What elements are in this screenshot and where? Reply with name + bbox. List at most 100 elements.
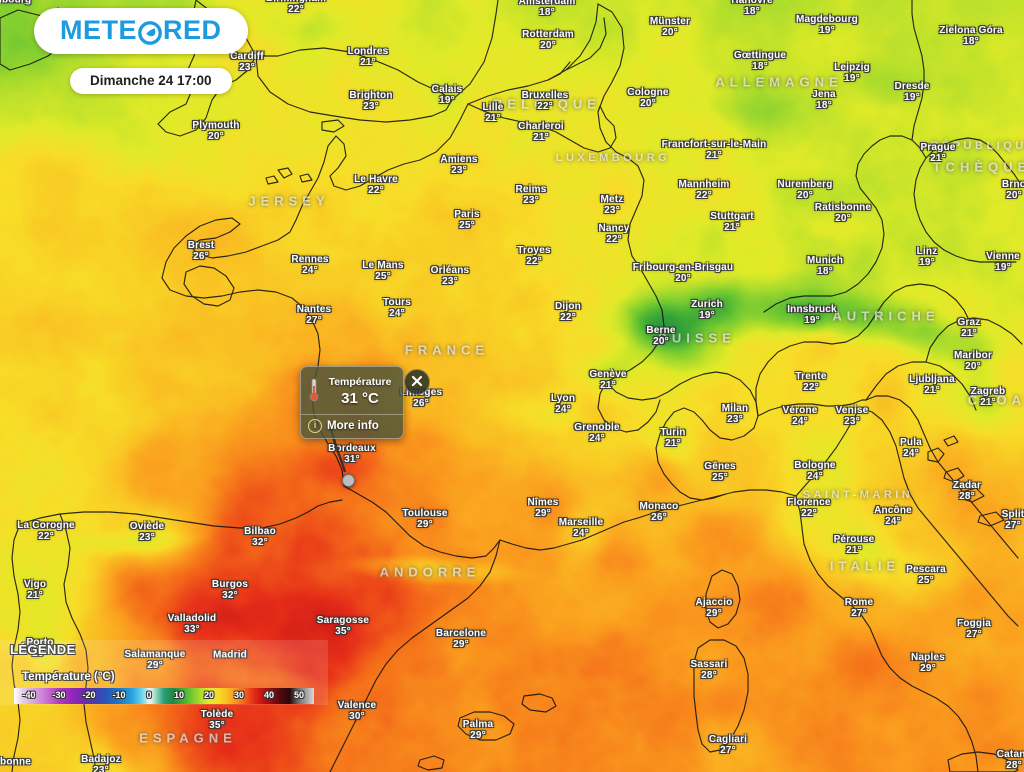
location-dot-icon[interactable] <box>342 474 355 487</box>
city-label[interactable]: Orléans 23° <box>431 265 470 287</box>
city-label[interactable]: Rennes 24° <box>291 254 328 276</box>
city-label[interactable]: Stuttgart 21° <box>710 211 753 233</box>
city-label[interactable]: Munich 18° <box>807 255 843 277</box>
city-label[interactable]: Nuremberg 20° <box>777 179 832 201</box>
city-label[interactable]: Pula 24° <box>900 437 922 459</box>
city-label[interactable]: Francfort-sur-le-Main 21° <box>662 139 767 161</box>
meteored-logo[interactable]: METE RED <box>34 8 248 54</box>
city-label[interactable]: Amiens 23° <box>440 154 477 176</box>
city-label[interactable]: Brighton 23° <box>349 90 392 112</box>
city-label[interactable]: Valence 30° <box>338 700 377 722</box>
city-label[interactable]: Catane28° <box>997 749 1024 771</box>
city-label[interactable]: Lyon 24° <box>551 393 575 415</box>
city-label[interactable]: Hanovre 18° <box>731 0 772 17</box>
city-label[interactable]: Charleroi 21° <box>518 121 564 143</box>
city-label[interactable]: Split 27° <box>1002 509 1024 531</box>
city-label[interactable]: Milan 23° <box>722 403 749 425</box>
city-label[interactable]: Le Havre 22° <box>354 174 398 196</box>
city-label[interactable]: Turin 21° <box>660 427 685 449</box>
city-label[interactable]: Reims 23° <box>515 184 546 206</box>
city-label[interactable]: Plymouth 20° <box>192 120 239 142</box>
city-label[interactable]: Sassari 28° <box>691 659 728 681</box>
city-label[interactable]: Mannheim 22° <box>678 179 729 201</box>
datetime-pill[interactable]: Dimanche 24 17:00 <box>70 68 232 94</box>
city-label[interactable]: Graz 21° <box>957 317 980 339</box>
city-label[interactable]: Palma 29° <box>463 719 493 741</box>
city-label[interactable]: Genève 21° <box>589 369 626 391</box>
city-label[interactable]: Badajoz 23° <box>81 754 121 772</box>
city-label[interactable]: Marseille 24° <box>559 517 604 539</box>
city-label[interactable]: Vigo 21° <box>24 579 46 601</box>
city-label[interactable]: Nantes 27° <box>297 304 332 326</box>
city-label[interactable]: Amsterdam 18° <box>519 0 576 18</box>
city-label[interactable]: Fribourg-en-Brisgau 20° <box>633 262 733 284</box>
city-label[interactable]: Dijon 22° <box>555 301 581 323</box>
city-label[interactable]: Ancône 24° <box>874 505 912 527</box>
city-label[interactable]: Monaco 26° <box>640 501 679 523</box>
more-info-button[interactable]: i More info <box>301 415 403 438</box>
city-label[interactable]: Ratisbonne 20° <box>815 202 871 224</box>
city-label[interactable]: Valladolid 33° <box>168 613 217 635</box>
city-label[interactable]: Metz 23° <box>600 194 623 216</box>
city-label[interactable]: Tours 24° <box>383 297 411 319</box>
city-label[interactable]: La Corogne 22° <box>17 520 75 542</box>
city-label[interactable]: Jena 18° <box>812 89 836 111</box>
city-label[interactable]: Brno 20° <box>1002 179 1024 201</box>
city-label[interactable]: Paris 25° <box>454 209 479 231</box>
city-label[interactable]: Rome 27° <box>845 597 874 619</box>
city-label[interactable]: Birmingham22° <box>266 0 326 15</box>
city-label[interactable]: Bilbao 32° <box>244 526 276 548</box>
city-label[interactable]: Prague 21° <box>920 142 955 164</box>
city-label[interactable]: Nancy 22° <box>598 223 629 245</box>
city-label[interactable]: Londres 21° <box>348 46 389 68</box>
city-label[interactable]: Gênes 25° <box>704 461 736 483</box>
city-label[interactable]: Zagreb 21° <box>971 386 1006 408</box>
city-label[interactable]: Maribor 20° <box>954 350 992 372</box>
city-label[interactable]: Brest 26° <box>188 240 215 262</box>
city-label[interactable]: Linz 19° <box>917 246 938 268</box>
city-label[interactable]: Bordeaux 31° <box>328 443 376 465</box>
city-label[interactable]: Zadar 28° <box>953 480 981 502</box>
city-label[interactable]: Grenoble 24° <box>574 422 620 444</box>
city-label[interactable]: Cardiff 23° <box>230 51 264 73</box>
city-label[interactable]: Magdebourg 19° <box>796 14 858 36</box>
city-label[interactable]: Foggia 27° <box>957 618 991 640</box>
city-label[interactable]: Tolède 35° <box>201 709 234 731</box>
city-label[interactable]: Lisbonne <box>0 757 31 768</box>
city-label[interactable]: Naples 29° <box>911 652 945 674</box>
city-label[interactable]: Vienne 19° <box>986 251 1020 273</box>
city-label[interactable]: Florence 22° <box>787 497 830 519</box>
city-label[interactable]: Burgos 32° <box>212 579 248 601</box>
city-label[interactable]: Bruxelles 22° <box>522 90 569 112</box>
city-label[interactable]: Ljubljana 21° <box>909 374 955 396</box>
city-label[interactable]: Münster 20° <box>650 16 690 38</box>
city-label[interactable]: Rotterdam 20° <box>522 29 574 51</box>
legend-panel[interactable]: LÉGENDE Température (°C) -40 -30 -20 -10 0 10… <box>0 640 328 705</box>
city-label[interactable]: Trente 22° <box>795 371 826 393</box>
legend-title[interactable]: LÉGENDE <box>10 642 76 657</box>
city-label[interactable]: Toulouse 29° <box>402 508 447 530</box>
city-label[interactable]: Luxembourg <box>0 0 31 6</box>
city-label[interactable]: Oviède 23° <box>130 521 165 543</box>
city-label[interactable]: Pescara 25° <box>906 564 946 586</box>
city-label[interactable]: Calais 19° <box>432 84 463 106</box>
city-label[interactable]: Madrid <box>213 650 247 661</box>
city-label[interactable]: Troyes 22° <box>517 245 550 267</box>
city-label[interactable]: Zurich 19° <box>691 299 723 321</box>
city-label[interactable]: Pérouse 21° <box>834 534 875 556</box>
city-label[interactable]: Zielona Góra 18° <box>939 25 1003 47</box>
city-label[interactable]: Venise 23° <box>836 405 869 427</box>
city-label[interactable]: Berne 20° <box>646 325 675 347</box>
city-label[interactable]: Cologne 20° <box>627 87 668 109</box>
city-label[interactable]: Barcelone 29° <box>436 628 486 650</box>
city-label[interactable]: Gœttingue 18° <box>734 50 786 72</box>
city-label[interactable]: Saragosse 35° <box>317 615 369 637</box>
city-label[interactable]: Porto 20° <box>26 637 53 659</box>
city-label[interactable]: Cagliari 27° <box>709 734 747 756</box>
city-label[interactable]: Leipzig 19° <box>834 62 870 84</box>
city-label[interactable]: Bologne 24° <box>794 460 835 482</box>
city-label[interactable]: Ajaccio 29° <box>696 597 733 619</box>
